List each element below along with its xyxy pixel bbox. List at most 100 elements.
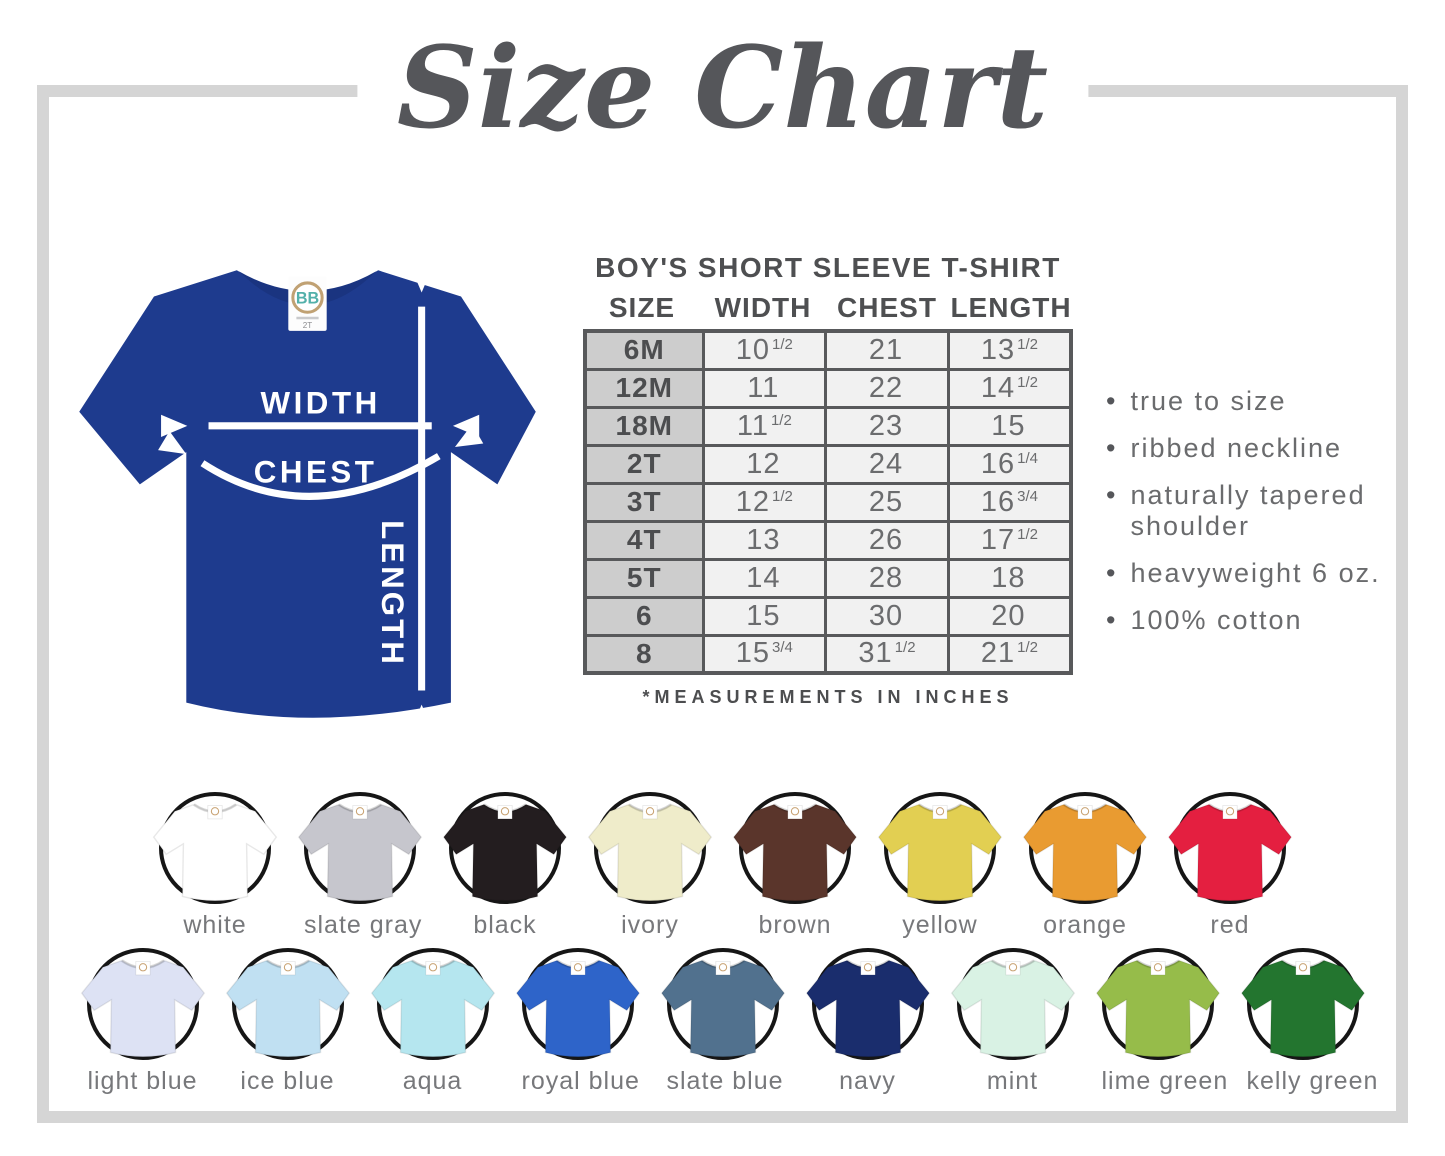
color-swatch-ivory: ivory: [587, 792, 713, 940]
swatch-label: white: [183, 911, 247, 939]
color-swatch-row-2: light blue ice blue aqua royal blue slat…: [0, 948, 1445, 1096]
neck-label-tag: BB 2T: [288, 276, 327, 331]
swatch-label: slate gray: [304, 911, 423, 939]
bullet-icon: •: [1106, 558, 1118, 588]
feature-item: • true to size: [1106, 386, 1287, 416]
tshirt-icon: [587, 803, 713, 903]
swatch-label: lime green: [1101, 1067, 1229, 1095]
table-row: 18M 11 1/2 23 15: [583, 405, 1073, 447]
measurements-note: *MEASUREMENTS IN INCHES: [642, 687, 1014, 707]
chest-cell: 23: [824, 405, 950, 447]
length-arrow: [410, 266, 433, 731]
size-cell: 12M: [583, 367, 705, 409]
table-column-headers: SIZE WIDTH CHEST LENGTH: [583, 292, 1073, 324]
bullet-icon: •: [1106, 386, 1118, 416]
bullet-icon: •: [1106, 480, 1118, 510]
table-row: 4T 13 26 17 1/2: [583, 519, 1073, 561]
chest-cell: 28: [824, 557, 950, 599]
tshirt-icon: [1022, 803, 1148, 903]
col-header-size: SIZE: [608, 292, 676, 323]
color-swatch-red: red: [1167, 792, 1293, 940]
color-swatch-ice-blue: ice blue: [224, 948, 351, 1096]
swatch-label: aqua: [402, 1067, 463, 1095]
width-label: WIDTH: [261, 386, 381, 421]
tshirt-measurement-diagram: BB 2T WIDTH CHEST LENGTH: [79, 266, 536, 731]
tshirt-icon: [369, 959, 496, 1059]
color-swatch-black: black: [442, 792, 568, 940]
chest-cell: 31 1/2: [824, 633, 950, 675]
tshirt-icon: [877, 803, 1003, 903]
tshirt-icon: [1094, 959, 1221, 1059]
width-cell: 14: [701, 557, 828, 599]
length-cell: 13 1/2: [946, 329, 1073, 371]
size-cell: 6M: [583, 329, 705, 371]
color-swatch-orange: orange: [1022, 792, 1148, 940]
swatch-label: light blue: [87, 1067, 198, 1095]
color-swatch-brown: brown: [732, 792, 858, 940]
tshirt-icon: [297, 803, 423, 903]
width-cell: 15: [701, 595, 828, 637]
size-table-block: BOY'S SHORT SLEEVE T-SHIRT SIZE WIDTH CH…: [583, 252, 1073, 708]
feature-item: • ribbed neckline: [1106, 433, 1343, 463]
feature-item: • heavyweight 6 oz.: [1106, 558, 1381, 588]
color-swatch-light-blue: light blue: [79, 948, 206, 1096]
table-heading: BOY'S SHORT SLEEVE T-SHIRT: [595, 252, 1061, 283]
chest-arrow: [158, 424, 484, 500]
swatch-label: navy: [839, 1067, 896, 1095]
length-cell: 17 1/2: [946, 519, 1073, 561]
size-cell: 4T: [583, 519, 705, 561]
width-cell: 11: [701, 367, 828, 409]
length-cell: 16 1/4: [946, 443, 1073, 485]
width-cell: 12 1/2: [701, 481, 828, 523]
size-cell: 18M: [583, 405, 705, 447]
table-row: 6M 10 1/2 21 13 1/2: [583, 329, 1073, 371]
swatch-label: ice blue: [240, 1067, 335, 1095]
swatch-label: orange: [1043, 911, 1127, 939]
color-swatch-navy: navy: [804, 948, 931, 1096]
chest-cell: 26: [824, 519, 950, 561]
color-swatch-lime-green: lime green: [1094, 948, 1229, 1096]
color-swatch-mint: mint: [949, 948, 1076, 1096]
size-cell: 6: [583, 595, 705, 637]
tshirt-icon: [79, 959, 206, 1059]
tshirt-icon: [1167, 803, 1293, 903]
color-swatch-royal-blue: royal blue: [514, 948, 641, 1096]
length-cell: 16 3/4: [946, 481, 1073, 523]
bb-logo-icon: [291, 281, 324, 314]
size-cell: 2T: [583, 443, 705, 485]
length-cell: 20: [946, 595, 1073, 637]
tshirt-icon: [732, 803, 858, 903]
color-swatch-aqua: aqua: [369, 948, 496, 1096]
chest-cell: 21: [824, 329, 950, 371]
swatch-label: slate blue: [666, 1067, 784, 1095]
length-label: LENGTH: [375, 520, 410, 667]
swatch-label: kelly green: [1246, 1067, 1379, 1095]
col-header-length: LENGTH: [950, 292, 1072, 323]
feature-item: • 100% cotton: [1106, 605, 1303, 635]
tshirt-icon: [804, 959, 931, 1059]
tag-size-text: 2T: [303, 321, 312, 330]
swatch-label: black: [473, 911, 537, 939]
table-row: 2T 12 24 16 1/4: [583, 443, 1073, 485]
width-cell: 10 1/2: [701, 329, 828, 371]
length-cell: 14 1/2: [946, 367, 1073, 409]
feature-list: • true to size • ribbed neckline • naturall…: [1106, 386, 1398, 652]
color-swatch-slate-gray: slate gray: [297, 792, 423, 940]
table-row: 12M 11 22 14 1/2: [583, 367, 1073, 409]
chest-cell: 25: [824, 481, 950, 523]
table-row: 5T 14 28 18: [583, 557, 1073, 599]
chest-cell: 22: [824, 367, 950, 409]
tshirt-icon: [949, 959, 1076, 1059]
tshirt-icon: [1239, 959, 1366, 1059]
color-swatch-slate-blue: slate blue: [659, 948, 786, 1096]
bullet-icon: •: [1106, 433, 1118, 463]
color-swatch-yellow: yellow: [877, 792, 1003, 940]
tshirt-icon: [514, 959, 641, 1059]
length-cell: 18: [946, 557, 1073, 599]
color-swatch-white: white: [152, 792, 278, 940]
length-cell: 15: [946, 405, 1073, 447]
swatch-label: ivory: [621, 911, 679, 939]
page-title: Size Chart: [356, 8, 1089, 171]
bullet-icon: •: [1106, 605, 1118, 635]
tshirt-collar: [238, 271, 377, 306]
